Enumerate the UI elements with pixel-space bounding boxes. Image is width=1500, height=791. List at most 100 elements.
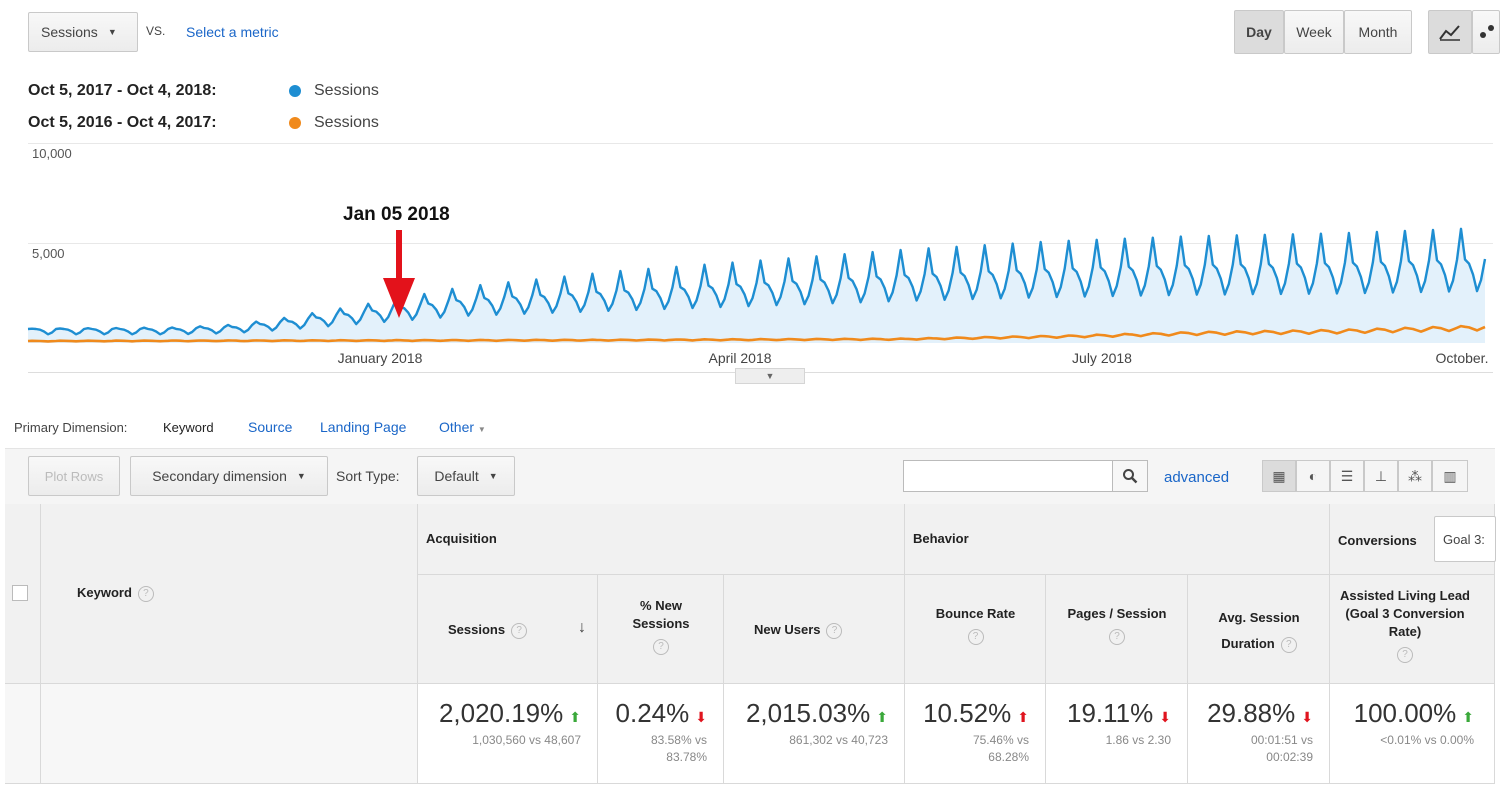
- new-users-header[interactable]: New Users?: [724, 575, 905, 684]
- sessions-change-value: 2,020.19%: [438, 698, 564, 728]
- chevron-down-icon: ▼: [107, 27, 117, 37]
- table-search-input[interactable]: [903, 460, 1113, 492]
- select-metric-link[interactable]: Select a metric: [186, 24, 279, 40]
- line-chart-button[interactable]: [1428, 10, 1472, 54]
- new-sessions-change-detail: 83.58% vs 83.78%: [650, 733, 707, 764]
- chevron-down-icon: ▼: [488, 471, 498, 481]
- help-icon: ?: [826, 622, 843, 639]
- help-icon: ?: [1397, 647, 1413, 663]
- help-icon: ?: [653, 639, 669, 655]
- sessions-header[interactable]: Sessions? ↓: [418, 575, 598, 684]
- series-line-0: [27, 227, 1487, 336]
- avg-duration-header[interactable]: Avg. Session Duration?: [1188, 575, 1330, 684]
- help-icon: ?: [1109, 629, 1125, 645]
- legend-dot-previous: [289, 117, 301, 129]
- motion-chart-icon: [1480, 25, 1494, 38]
- secondary-dimension-select[interactable]: Secondary dimension ▼: [130, 456, 328, 496]
- x-tick-october: October.: [1435, 350, 1489, 366]
- assisted-living-header[interactable]: Assisted Living Lead (Goal 3 Conversion …: [1330, 575, 1495, 684]
- performance-view-button[interactable]: ☰: [1330, 460, 1364, 492]
- goal-select-value: Goal 3:: [1443, 531, 1485, 547]
- week-label: Week: [1296, 24, 1332, 40]
- down-arrow-icon: ⬇: [695, 709, 707, 725]
- row-checkbox-cell: [5, 684, 41, 784]
- line-chart-icon: [1439, 25, 1460, 41]
- conversions-label: Conversions: [1338, 533, 1417, 548]
- comparison-icon: ⊥: [1374, 467, 1388, 484]
- day-button[interactable]: Day: [1234, 10, 1284, 54]
- help-icon: ?: [511, 622, 528, 639]
- bounce-rate-header[interactable]: Bounce Rate?: [905, 575, 1046, 684]
- new-users-total-cell: 2,015.03% ⬆ 861,302 vs 40,723: [724, 684, 905, 784]
- conversions-group-header: Conversions Goal 3:: [1330, 504, 1496, 575]
- gridline-10000: [28, 143, 1493, 144]
- new-users-change-detail: 861,302 vs 40,723: [789, 733, 888, 747]
- dimension-source-link[interactable]: Source: [248, 419, 293, 435]
- advanced-search-link[interactable]: advanced: [1164, 469, 1230, 486]
- motion-chart-button[interactable]: [1472, 10, 1500, 54]
- search-button[interactable]: [1112, 460, 1148, 492]
- comparison-view-button[interactable]: ⊥: [1364, 460, 1398, 492]
- goal-select[interactable]: Goal 3:: [1434, 516, 1496, 562]
- legend-dot-current: [289, 85, 301, 97]
- assisted-living-change-value: 100.00%: [1353, 698, 1457, 728]
- secondary-dimension-label: Secondary dimension: [152, 468, 287, 484]
- chevron-down-icon: ▼: [296, 471, 306, 481]
- sort-type-label: Sort Type:: [336, 468, 400, 484]
- up-arrow-red-icon: ⬆: [1017, 709, 1029, 725]
- week-button[interactable]: Week: [1284, 10, 1344, 54]
- new-sessions-total-cell: 0.24% ⬇ 83.58% vs 83.78%: [598, 684, 724, 784]
- dimension-other-link[interactable]: Other ▼: [439, 419, 486, 435]
- avg-duration-change-value: 29.88%: [1207, 698, 1296, 728]
- bar-chart-icon: ☰: [1340, 467, 1354, 484]
- term-cloud-icon: ⁂: [1408, 467, 1422, 484]
- table-grid-icon: ▦: [1272, 467, 1286, 484]
- bounce-rate-change-detail: 75.46% vs 68.28%: [972, 733, 1029, 764]
- pivot-icon: ▥: [1443, 467, 1457, 484]
- keyword-header[interactable]: Keyword?: [41, 504, 418, 684]
- arrow-down-icon: [383, 230, 415, 318]
- pivot-view-button[interactable]: ▥: [1432, 460, 1468, 492]
- avg-duration-total-cell: 29.88% ⬇ 00:01:51 vs 00:02:39: [1188, 684, 1330, 784]
- down-arrow-icon: ⬇: [1159, 709, 1171, 725]
- collapse-chart-handle[interactable]: ▼: [735, 368, 805, 384]
- month-button[interactable]: Month: [1344, 10, 1412, 54]
- new-sessions-header[interactable]: % New Sessions?: [598, 575, 724, 684]
- pages-session-total-cell: 19.11% ⬇ 1.86 vs 2.30: [1046, 684, 1188, 784]
- pages-session-change-value: 19.11%: [1067, 698, 1154, 728]
- dimension-landing-page-link[interactable]: Landing Page: [320, 419, 407, 435]
- primary-dimension-label: Primary Dimension:: [14, 420, 128, 435]
- bounce-rate-header-label: Bounce Rate: [935, 606, 1016, 621]
- new-sessions-change-value: 0.24%: [615, 698, 690, 728]
- x-tick-april: April 2018: [708, 350, 772, 366]
- pages-session-header[interactable]: Pages / Session?: [1046, 575, 1188, 684]
- sort-type-select[interactable]: Default ▼: [417, 456, 515, 496]
- gridline-5000: [28, 243, 1493, 244]
- legend-range-previous: Oct 5, 2016 - Oct 4, 2017:: [28, 114, 217, 131]
- month-label: Month: [1358, 24, 1398, 40]
- bounce-rate-change-value: 10.52%: [923, 698, 1012, 728]
- new-users-change-value: 2,015.03%: [745, 698, 871, 728]
- help-icon: ?: [1280, 636, 1297, 653]
- keyword-header-label: Keyword: [77, 585, 132, 600]
- table-view-button[interactable]: ▦: [1262, 460, 1296, 492]
- term-cloud-view-button[interactable]: ⁂: [1398, 460, 1432, 492]
- sessions-line-chart: [27, 227, 1487, 343]
- y-tick-10000: 10,000: [32, 146, 72, 161]
- metric-select[interactable]: Sessions ▼: [28, 12, 138, 52]
- select-all-checkbox[interactable]: [12, 585, 28, 601]
- sessions-header-label: Sessions: [448, 622, 506, 637]
- series-line-1: [27, 324, 1486, 343]
- acquisition-label: Acquisition: [426, 531, 497, 546]
- up-arrow-icon: ⬆: [876, 709, 888, 725]
- vs-label: VS.: [146, 24, 166, 38]
- up-arrow-icon: ⬆: [569, 709, 581, 725]
- assisted-living-total-cell: 100.00% ⬆ <0.01% vs 0.00%: [1330, 684, 1495, 784]
- pie-chart-icon: ◐: [1308, 468, 1318, 484]
- help-icon: ?: [967, 629, 984, 645]
- x-tick-january: January 2018: [337, 350, 423, 366]
- assisted-living-change-detail: <0.01% vs 0.00%: [1380, 733, 1474, 747]
- pie-view-button[interactable]: ◐: [1296, 460, 1330, 492]
- plot-rows-button[interactable]: Plot Rows: [28, 456, 120, 496]
- legend-series-current: Sessions: [314, 82, 379, 99]
